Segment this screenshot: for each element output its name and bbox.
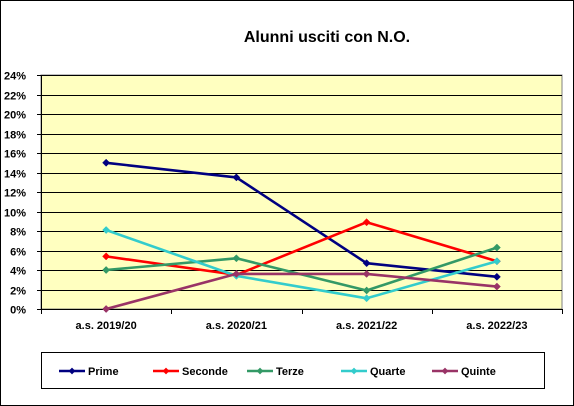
y-tick-label: 20%	[4, 110, 26, 122]
legend-label: Quinte	[461, 366, 496, 378]
legend-marker	[162, 367, 170, 375]
data-point	[102, 252, 111, 261]
y-tick-label: 6%	[10, 247, 26, 259]
data-point	[492, 282, 501, 291]
x-axis: a.s. 2019/20 a.s. 2020/21 a.s. 2021/22 a.s.…	[41, 309, 563, 332]
y-tick-label: 16%	[4, 149, 26, 161]
y-tick-label: 4%	[10, 266, 26, 278]
legend-box	[41, 352, 545, 389]
legend: Prime Seconde Terze Quarte Quinte	[41, 352, 545, 389]
legend-item-terze: Terze	[247, 366, 304, 378]
data-point	[362, 218, 371, 227]
y-tick-label: 0%	[10, 305, 26, 317]
chart-title: Alunni usciti con N.O.	[244, 29, 410, 46]
y-tick-label: 2%	[10, 286, 26, 298]
grid-lines	[41, 75, 562, 310]
legend-marker	[256, 367, 264, 375]
data-point	[232, 173, 241, 182]
y-tick-label: 12%	[4, 188, 26, 200]
data-point	[232, 269, 241, 278]
legend-item-prime: Prime	[59, 366, 119, 378]
legend-item-seconde: Seconde	[153, 366, 228, 378]
data-point	[362, 259, 371, 268]
y-axis: 0% 2% 4% 6% 8% 10% 12% 14% 16% 18% 20% 22% 24%	[4, 71, 42, 317]
legend-label: Seconde	[182, 366, 228, 378]
x-tick-label: a.s. 2020/21	[206, 320, 267, 332]
legend-label: Quarte	[370, 366, 405, 378]
data-point	[102, 158, 111, 167]
data-point	[492, 272, 501, 281]
legend-marker	[441, 367, 449, 375]
legend-label: Prime	[88, 366, 119, 378]
legend-marker	[68, 367, 76, 375]
series-quinte	[102, 269, 501, 313]
series-line	[105, 220, 498, 277]
legend-label: Terze	[276, 366, 304, 378]
data-point	[102, 305, 111, 313]
y-tick-label: 24%	[4, 71, 26, 83]
y-tick-label: 14%	[4, 169, 26, 181]
data-point	[492, 243, 501, 252]
data-point	[492, 257, 501, 266]
x-tick-label: a.s. 2022/23	[466, 320, 527, 332]
data-point	[232, 254, 241, 263]
legend-marker	[350, 367, 358, 375]
data-point	[362, 269, 371, 278]
x-tick-label: a.s. 2021/22	[336, 320, 397, 332]
series-line	[105, 272, 498, 311]
data-point	[102, 266, 111, 274]
y-tick-label: 22%	[4, 91, 26, 103]
legend-item-quarte: Quarte	[341, 366, 405, 378]
data-point	[102, 226, 111, 234]
data-point	[362, 294, 371, 303]
data-point	[362, 286, 371, 295]
y-tick-label: 8%	[10, 227, 26, 239]
y-tick-label: 10%	[4, 208, 26, 220]
legend-item-quinte: Quinte	[432, 366, 496, 378]
series-layer	[102, 158, 501, 313]
x-tick-label: a.s. 2019/20	[76, 320, 137, 332]
y-tick-label: 18%	[4, 130, 26, 142]
